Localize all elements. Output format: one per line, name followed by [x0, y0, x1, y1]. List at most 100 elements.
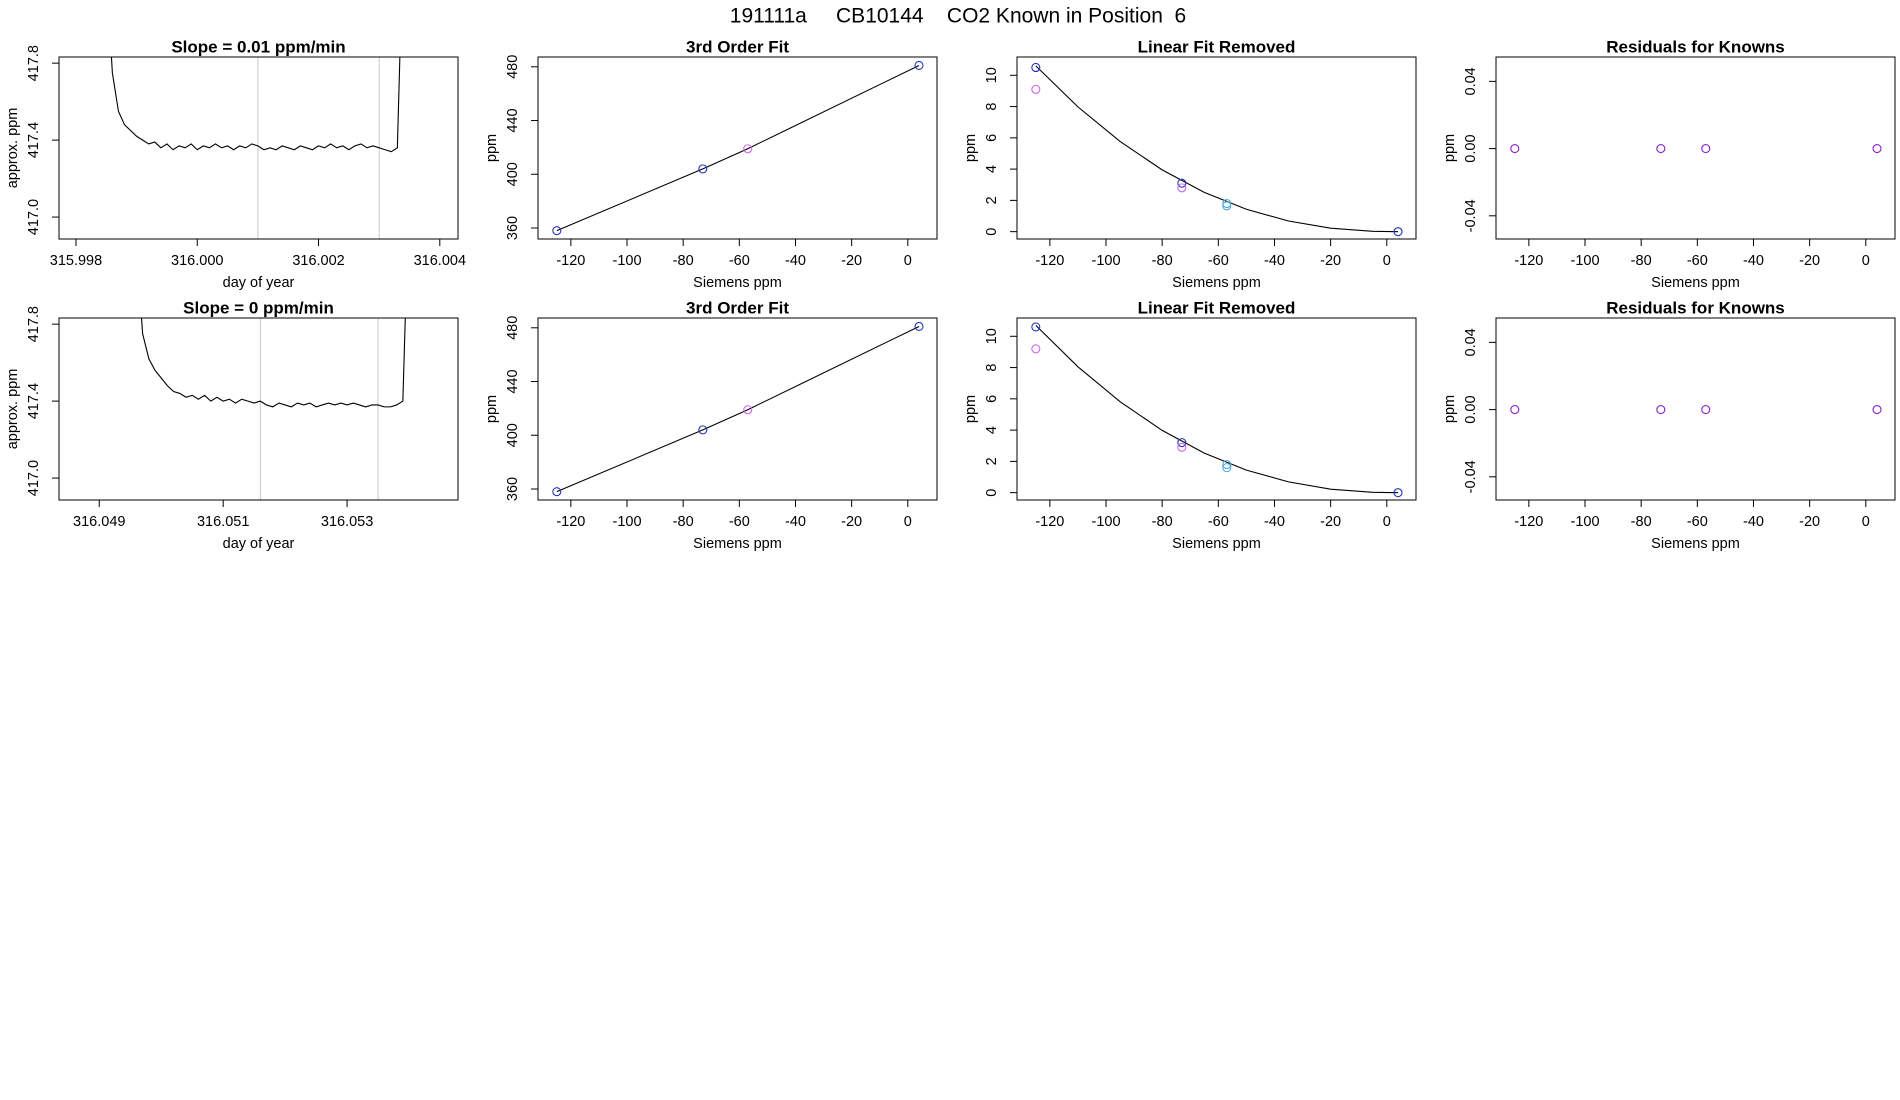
y-tick-label: 400: [505, 423, 521, 447]
x-tick-label: -60: [1687, 253, 1708, 269]
data-point: [743, 405, 753, 415]
data-point: [1510, 144, 1520, 154]
x-tick-label: -20: [1799, 253, 1820, 269]
x-tick-label: -60: [729, 253, 750, 269]
x-tick-label: -40: [1264, 514, 1285, 530]
plot-area: [1031, 322, 1403, 498]
x-axis-label: Siemens ppm: [693, 536, 782, 552]
x-tick-label: -40: [1264, 253, 1285, 269]
data-point: [1222, 201, 1232, 211]
plot-area: [1031, 62, 1403, 237]
y-tick-label: 400: [505, 162, 521, 186]
data-point: [1872, 144, 1882, 154]
x-axis-label: Siemens ppm: [1651, 275, 1740, 291]
data-point: [1701, 405, 1711, 415]
x-tick-label: -40: [785, 514, 806, 530]
x-tick-label: -80: [673, 514, 694, 530]
x-tick-label: -80: [1631, 514, 1652, 530]
x-tick-label: 315.998: [50, 253, 102, 269]
panel-title: Linear Fit Removed: [1138, 298, 1296, 317]
y-tick-label: 417.4: [26, 122, 42, 158]
panel: Residuals for Knowns -120 -100 -80 -60 -40 -20…: [1442, 298, 1896, 552]
series-line: [110, 57, 401, 153]
x-axis-label: Siemens ppm: [1172, 536, 1261, 552]
x-tick-label: 316.053: [321, 514, 373, 530]
y-tick-label: 417.8: [26, 45, 42, 81]
plot-frame: [1016, 56, 1417, 240]
series-line: [556, 64, 920, 232]
panel: Slope = 0.01 ppm/min 315.998 316.000 316.00…: [5, 37, 466, 291]
x-axis-label: day of year: [223, 275, 295, 291]
plot-frame: [58, 56, 459, 240]
y-tick-label: 417.8: [26, 306, 42, 342]
x-tick-label: -60: [729, 514, 750, 530]
y-tick-label: 480: [505, 55, 521, 79]
data-point: [1656, 144, 1666, 154]
x-tick-label: -100: [1091, 253, 1120, 269]
plot-frame: [58, 317, 459, 501]
plot-frame: [537, 317, 938, 501]
panel: Slope = 0 ppm/min 316.049 316.051 316.053 41…: [5, 298, 459, 552]
x-tick-label: -80: [1152, 514, 1173, 530]
x-tick-label: -100: [612, 514, 641, 530]
x-tick-label: 0: [1862, 514, 1870, 530]
data-point: [698, 164, 708, 174]
data-point: [1177, 442, 1187, 452]
panel-title: Slope = 0 ppm/min: [183, 298, 334, 317]
data-point: [1177, 438, 1187, 448]
y-axis-label: ppm: [963, 395, 979, 423]
y-tick-label: 440: [505, 369, 521, 393]
x-axis-label: day of year: [223, 536, 295, 552]
x-tick-label: -80: [1152, 253, 1173, 269]
x-tick-label: -120: [556, 253, 585, 269]
data-point: [1393, 488, 1403, 498]
plot-area: [1510, 144, 1882, 154]
plot-area: [552, 60, 924, 236]
panel: Linear Fit Removed -120 -100 -80 -60 -40 -20 0 0…: [963, 298, 1417, 552]
y-tick-label: 417.4: [26, 383, 42, 419]
main-title: 191111a CB10144 CO2 Known in Position 6: [730, 5, 1186, 28]
x-tick-label: 0: [1862, 253, 1870, 269]
x-tick-label: -20: [841, 514, 862, 530]
x-tick-label: 316.051: [197, 514, 249, 530]
data-point: [698, 425, 708, 435]
data-point: [1393, 227, 1403, 237]
x-tick-label: -120: [1035, 253, 1064, 269]
data-point: [1031, 62, 1041, 73]
y-tick-label: 8: [984, 364, 1000, 372]
y-tick-label: 2: [984, 196, 1000, 204]
x-tick-label: 316.004: [414, 253, 466, 269]
data-point: [1222, 198, 1232, 209]
series-line: [556, 325, 920, 493]
series-line: [1035, 324, 1399, 494]
y-axis-label: ppm: [484, 134, 500, 162]
plot-area: [140, 318, 406, 500]
panel-title: Residuals for Knowns: [1606, 298, 1785, 317]
y-axis-label: ppm: [1442, 395, 1458, 423]
y-tick-label: 360: [505, 216, 521, 240]
x-axis-label: Siemens ppm: [693, 275, 782, 291]
data-point: [1177, 178, 1187, 188]
panel-title: 3rd Order Fit: [686, 298, 789, 317]
series-line: [140, 318, 406, 408]
y-tick-label: -0.04: [1463, 460, 1479, 493]
y-tick-label: 0.00: [1463, 395, 1479, 423]
x-tick-label: -120: [1035, 514, 1064, 530]
data-point: [1872, 405, 1882, 415]
data-point: [743, 144, 753, 154]
x-tick-label: 316.049: [73, 514, 125, 530]
y-tick-label: 4: [984, 165, 1000, 173]
y-tick-label: 10: [984, 328, 1000, 344]
x-tick-label: 0: [1383, 514, 1391, 530]
plot-frame: [1495, 56, 1896, 240]
x-tick-label: 0: [904, 253, 912, 269]
y-tick-label: -0.04: [1463, 199, 1479, 232]
plot-area: [110, 57, 401, 239]
y-axis-label: ppm: [963, 134, 979, 162]
data-point: [1701, 144, 1711, 154]
y-tick-label: 360: [505, 477, 521, 501]
x-tick-label: -20: [1320, 253, 1341, 269]
x-tick-label: -60: [1208, 253, 1229, 269]
x-axis-label: Siemens ppm: [1172, 275, 1261, 291]
